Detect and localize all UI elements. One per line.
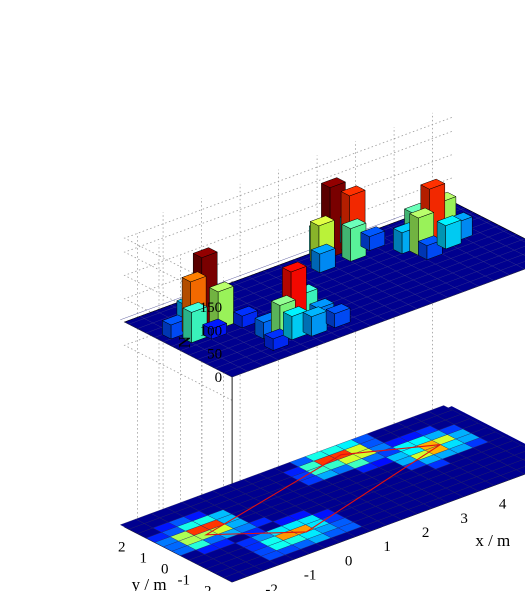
bar-face-side: [436, 220, 446, 250]
y-tick-label: 2: [118, 540, 126, 556]
x-axis-label: x / m: [475, 531, 510, 550]
bar-face-top: [281, 261, 308, 273]
bar-face-top: [310, 243, 336, 255]
plate-grid-line: [124, 321, 233, 378]
bar: [208, 281, 235, 330]
bar-face-top: [325, 303, 351, 315]
x-tick-label: 0: [345, 553, 353, 569]
y-tick-label: 0: [161, 562, 169, 578]
z-tick-label: 100: [200, 323, 223, 339]
x-tick-label: -2: [265, 582, 278, 591]
x-tick-label: 2: [422, 525, 430, 541]
bar-face-top: [232, 305, 259, 317]
x-tick-label: -1: [304, 568, 317, 584]
bar-face-top: [282, 306, 308, 317]
bar: [310, 243, 336, 274]
bar: [202, 318, 228, 340]
bar-face-top: [202, 318, 228, 330]
bar-face-top: [436, 215, 462, 226]
bar-face-top: [192, 247, 218, 258]
plate-grid-line: [139, 316, 248, 372]
bar-face-top: [302, 306, 328, 317]
y-tick-label: 1: [140, 551, 148, 567]
bar: [263, 328, 290, 351]
bar-face-top: [270, 295, 296, 306]
bar: [417, 235, 443, 261]
floor-projection: [119, 405, 525, 583]
plate-grid-line: [447, 202, 525, 243]
z-tick-label: 0: [215, 370, 223, 386]
bar-face-top: [161, 314, 188, 326]
bar-face-side: [341, 223, 351, 262]
bar-face-top: [182, 302, 208, 313]
bar-face-top: [320, 177, 347, 188]
y-tick-label: -1: [178, 573, 191, 589]
bars: [161, 177, 473, 351]
plate-grid-line: [120, 198, 448, 320]
floor-path-outline: [203, 444, 441, 536]
bar: [325, 303, 351, 329]
floor-cell: [513, 451, 525, 460]
bar: [360, 226, 386, 252]
plate-grid-line: [223, 261, 525, 373]
bar-face-top: [181, 271, 207, 283]
floor-cell: [427, 405, 453, 416]
bar-face-top: [360, 226, 386, 237]
plate-grid-line: [189, 234, 517, 356]
z-axis-label: N: [175, 336, 194, 348]
x-tick-label: 3: [460, 511, 468, 527]
bar: [436, 215, 462, 250]
bar-face-side: [283, 311, 293, 341]
bar-face-top: [309, 215, 335, 227]
z-tick-label: 150: [200, 300, 223, 316]
floor-cell: [515, 466, 525, 475]
bar: [302, 306, 328, 337]
bar-face-top: [208, 281, 235, 293]
bar-face-top: [309, 298, 335, 309]
z-tick-label: 50: [207, 347, 222, 363]
plate-grid-line: [180, 229, 508, 351]
plate-grid-line: [197, 238, 525, 360]
bar: [232, 305, 259, 329]
plate-grid-line: [232, 268, 525, 378]
bar-face-top: [420, 178, 446, 190]
y-axis-label: y / m: [132, 575, 167, 591]
y-tick-label: -2: [199, 584, 212, 591]
plate-grid-line: [206, 246, 525, 364]
bar-face-top: [409, 207, 435, 219]
x-tick-label: 1: [383, 539, 391, 555]
x-tick-label: 4: [499, 497, 507, 513]
bar-face-top: [341, 218, 367, 229]
bar-face-side: [409, 213, 419, 256]
bar-face-top: [340, 185, 366, 197]
floor-cell: [522, 458, 525, 461]
